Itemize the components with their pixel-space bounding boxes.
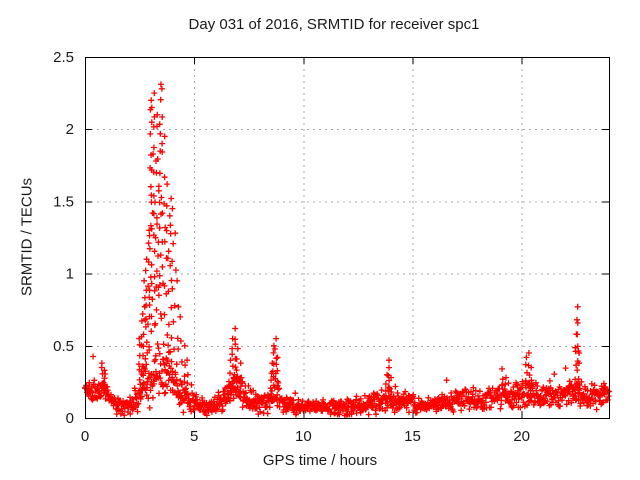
x-tick-label: 10 (295, 428, 312, 445)
x-tick-label: 5 (190, 428, 198, 445)
y-tick-label: 2 (66, 121, 74, 138)
x-axis-label: GPS time / hours (262, 452, 378, 469)
scatter-points (81, 81, 612, 419)
y-tick-label: 1 (66, 266, 74, 283)
x-tick-label: 0 (81, 428, 89, 445)
chart-title: Day 031 of 2016, SRMTID for receiver spc… (188, 16, 480, 33)
y-tick-label: 0.5 (53, 338, 74, 355)
x-tick-label: 20 (513, 428, 530, 445)
plot-frame (85, 57, 610, 419)
y-tick-label: 1.5 (53, 193, 74, 210)
x-tick-label: 15 (404, 428, 421, 445)
y-tick-label: 2.5 (53, 49, 74, 66)
y-tick-label: 0 (66, 410, 74, 427)
